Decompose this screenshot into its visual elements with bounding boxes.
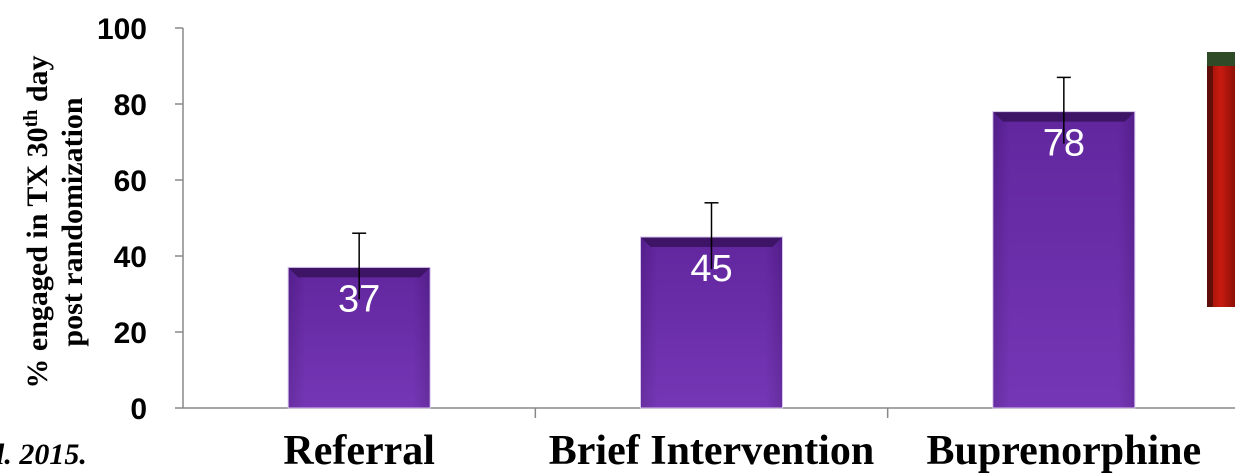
y-axis-title-line2: post randomization: [56, 97, 89, 347]
citation-text: l. 2015.: [0, 438, 87, 471]
bars: 37 45 78: [287, 76, 1136, 409]
data-label: 78: [1043, 123, 1085, 165]
y-tick-label: 0: [130, 393, 147, 426]
y-tick-label: 40: [114, 241, 147, 274]
x-axis-ticks: Referral Brief Intervention Buprenorphine: [283, 428, 1201, 473]
x-tick-label: Buprenorphine: [927, 428, 1202, 473]
bar-shade: [992, 111, 1135, 408]
bar-3: 78: [992, 76, 1136, 409]
cropped-photo: [1207, 52, 1235, 307]
data-label: 37: [338, 278, 380, 320]
y-tick-label: 100: [97, 13, 147, 46]
y-axis-ticks: 0 20 40 60 80 100: [97, 13, 183, 426]
data-label: 45: [690, 248, 732, 290]
y-tick-label: 80: [114, 89, 147, 122]
x-tick-label: Referral: [283, 428, 435, 473]
y-axis-title-line1: % engaged in TX 30th day: [20, 55, 54, 388]
y-tick-label: 60: [114, 165, 147, 198]
y-tick-label: 20: [114, 317, 147, 350]
bar-1: 37: [287, 232, 431, 409]
bar-2: 45: [640, 202, 783, 409]
x-tick-label: Brief Intervention: [549, 428, 874, 473]
